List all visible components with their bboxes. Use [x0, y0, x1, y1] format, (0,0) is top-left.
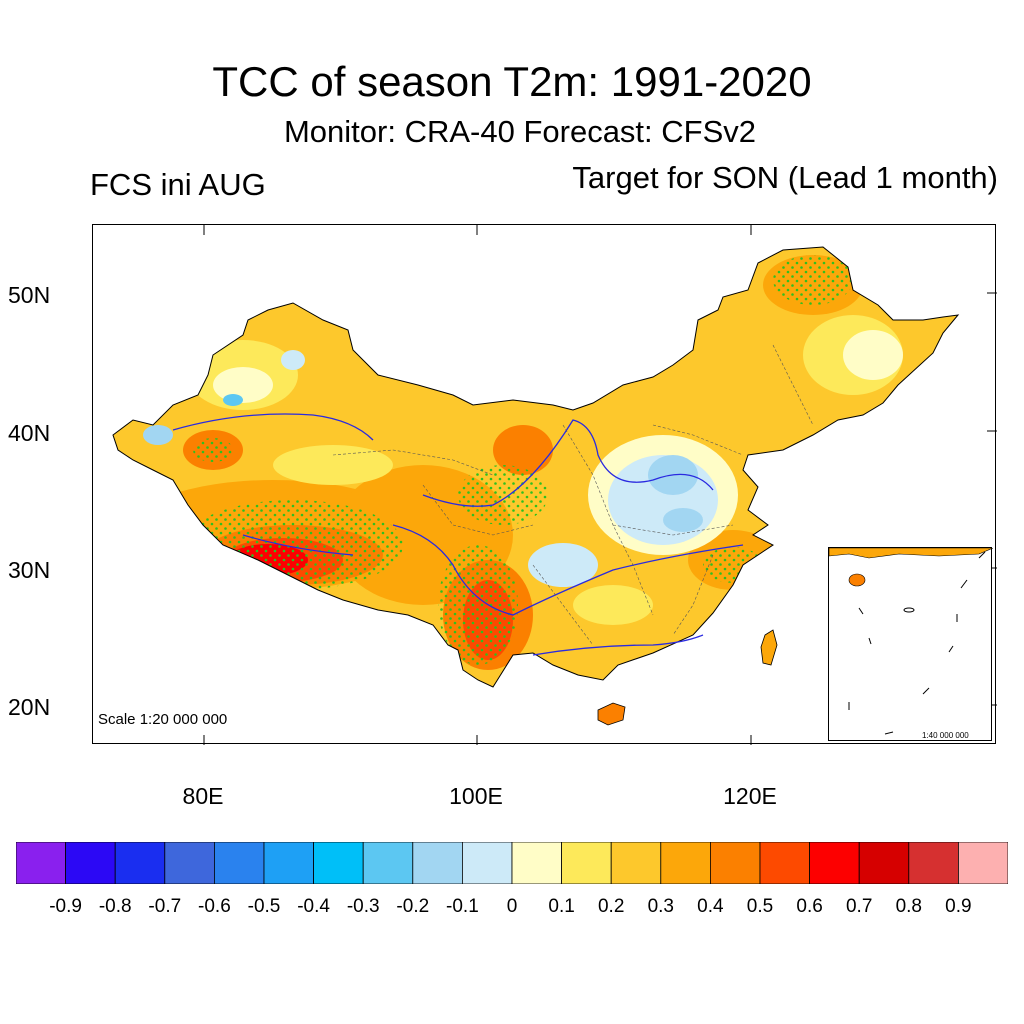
yellow-river: [422, 419, 714, 507]
colorbar-tick-label: -0.6: [198, 896, 231, 917]
colorbar-swatch: [313, 842, 364, 884]
lat-label-30n: 30N: [8, 557, 51, 583]
map-subtitle: Monitor: CRA-40 Forecast: CFSv2: [283, 114, 757, 149]
colorbar-tick-label: 0.5: [746, 896, 774, 917]
colorbar-swatch: [65, 842, 116, 884]
colorbar-swatch: [809, 842, 860, 884]
colorbar-swatch: [164, 842, 215, 884]
lat-label-20n: 20N: [8, 694, 51, 720]
china-map: [83, 225, 997, 745]
lon-label-100e: 100E: [449, 783, 503, 809]
hainan-island: [597, 702, 626, 726]
country-border: [112, 246, 960, 688]
colorbar-swatch: [660, 842, 711, 884]
south-china-sea-inset: [828, 547, 994, 741]
colorbar-tick-label: 0.7: [845, 896, 873, 917]
colorbar-swatch: [610, 842, 662, 884]
yangtze-river: [392, 524, 744, 616]
inset-scale-label: 1:40 000 000: [922, 731, 969, 740]
colorbar-tick-label: -0.8: [98, 896, 132, 917]
colorbar-swatch: [461, 842, 513, 884]
colorbar-tick-label: -0.7: [148, 896, 182, 917]
inset-map: [828, 547, 994, 735]
map-title: TCC of season T2m: 1991-2020: [212, 58, 812, 105]
colorbar-tick-label: -0.9: [49, 896, 82, 917]
map-panel: [83, 224, 997, 745]
colorbar-tick-label: -0.1: [446, 896, 479, 917]
colorbar-tick-label: 0.3: [647, 896, 674, 917]
yarlung-river: [242, 534, 354, 556]
colorbar-tick-label: 0.8: [895, 896, 922, 917]
colorbar-tick-label: -0.5: [247, 896, 281, 917]
pearl-river: [532, 634, 704, 656]
province-borders: [332, 344, 814, 646]
colorbar-tick-label: 0.1: [548, 896, 575, 917]
target-label: Target for SON (Lead 1 month): [572, 160, 998, 195]
scale-label: Scale 1:20 000 000: [98, 711, 228, 728]
colorbar-tick-label: 0.4: [697, 896, 724, 917]
colorbar-swatch: [710, 842, 761, 884]
colorbar-swatch: [114, 842, 166, 884]
taiwan-island: [760, 629, 778, 666]
colorbar-swatch: [263, 842, 314, 884]
lat-label-40n: 40N: [8, 420, 51, 446]
lat-label-50n: 50N: [8, 282, 51, 308]
colorbar: [16, 842, 1008, 884]
colorbar-swatch: [908, 842, 959, 884]
colorbar-tick-label: 0.9: [945, 896, 972, 917]
colorbar-swatch: [362, 842, 414, 884]
colorbar-swatch: [16, 842, 66, 884]
colorbar-swatch: [759, 842, 810, 884]
colorbar-swatch: [412, 842, 463, 884]
colorbar-swatch: [213, 842, 265, 884]
lon-label-80e: 80E: [182, 783, 224, 809]
colorbar-swatch: [958, 842, 1008, 884]
colorbar-tick-label: -0.3: [346, 896, 380, 917]
colorbar-tick-label: 0.2: [597, 896, 625, 917]
colorbar-swatch: [561, 842, 612, 884]
colorbar-tick-label: 0: [506, 896, 518, 917]
lon-label-120e: 120E: [723, 783, 777, 809]
init-label: FCS ini AUG: [90, 167, 266, 202]
colorbar-tick-label: -0.4: [297, 896, 330, 917]
colorbar-swatch: [858, 842, 910, 884]
colorbar-tick-label: -0.2: [396, 896, 430, 917]
tarim-river: [172, 413, 374, 441]
colorbar-swatch: [511, 842, 562, 884]
colorbar-tick-label: 0.6: [796, 896, 823, 917]
